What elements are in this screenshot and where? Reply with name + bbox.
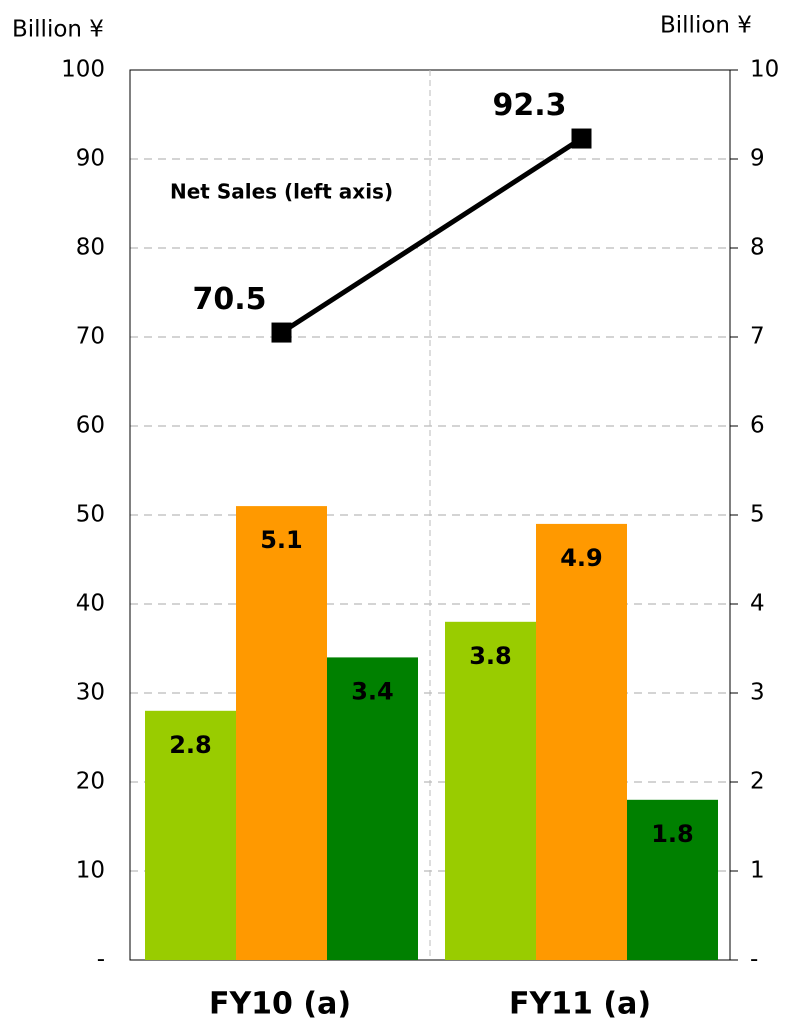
- y2-tick-label: 5: [750, 502, 765, 528]
- bar-value-label: 1.8: [651, 820, 694, 848]
- line-marker: [271, 322, 292, 343]
- y2-tick-label: 2: [750, 769, 765, 795]
- y-tick-label: 70: [76, 324, 105, 350]
- y2-tick-label: 4: [750, 591, 765, 617]
- y-tick-label: 50: [76, 502, 105, 528]
- y-tick-label: 60: [76, 413, 105, 439]
- y2-tick-label: 3: [750, 680, 765, 706]
- x-tick-label: FY10 (a): [209, 987, 351, 1022]
- line-value-label: 70.5: [192, 282, 266, 317]
- y-axis-title: Billion ¥: [12, 17, 104, 43]
- x-tick-label: FY11 (a): [509, 987, 651, 1022]
- y2-tick-label: 10: [750, 57, 779, 83]
- bar-value-label: 3.8: [469, 642, 512, 670]
- y-tick-label: 80: [76, 235, 105, 261]
- y2-tick-label: 1: [750, 858, 765, 884]
- bar-value-label: 4.9: [560, 544, 603, 572]
- bar: [145, 710, 236, 960]
- y-tick-label: 40: [76, 591, 105, 617]
- line: [280, 136, 583, 335]
- bar: [236, 506, 327, 960]
- y2-axis-title: Billion ¥: [660, 13, 752, 39]
- line-marker: [571, 128, 592, 149]
- y-tick-label: -: [97, 947, 105, 973]
- bar: [627, 799, 718, 960]
- bar: [327, 657, 418, 960]
- bar-value-label: 3.4: [351, 677, 394, 705]
- line-value-label: 92.3: [492, 88, 566, 123]
- y-tick-label: 20: [76, 769, 105, 795]
- bar-value-label: 2.8: [169, 731, 212, 759]
- series-annotation: Net Sales (left axis): [170, 180, 393, 204]
- y-tick-label: 100: [61, 57, 105, 83]
- y2-tick-label: 6: [750, 413, 765, 439]
- y-tick-label: 30: [76, 680, 105, 706]
- y-tick-label: 10: [76, 858, 105, 884]
- bar: [536, 523, 627, 960]
- y2-tick-label: 8: [750, 235, 765, 261]
- y2-tick-label: 7: [750, 324, 765, 350]
- y2-tick-label: -: [750, 947, 758, 973]
- bar: [445, 621, 536, 960]
- y2-tick-label: 9: [750, 146, 765, 172]
- y-tick-label: 90: [76, 146, 105, 172]
- bar-value-label: 5.1: [260, 526, 303, 554]
